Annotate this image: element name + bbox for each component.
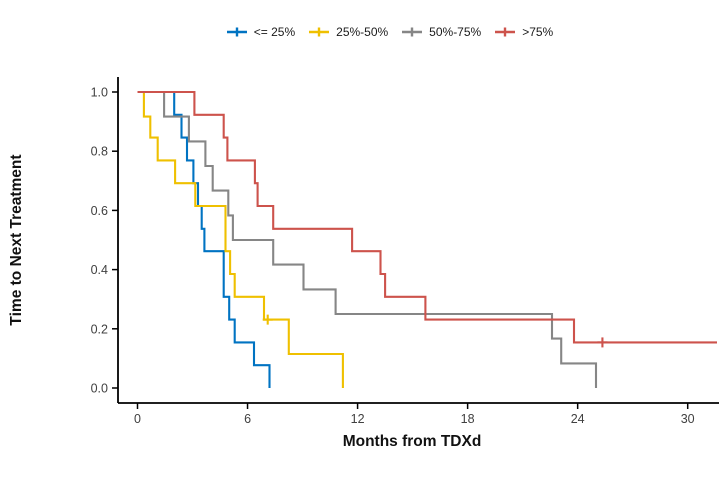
censor-mark-gt75 xyxy=(597,337,608,348)
legend-item-q25-50: 25%-50% xyxy=(308,25,388,39)
x-tick-label: 24 xyxy=(571,412,585,426)
y-tick-label: 1.0 xyxy=(91,86,108,100)
legend-label: <= 25% xyxy=(253,25,296,39)
legend-item-q50-75: 50%-75% xyxy=(401,25,481,39)
x-tick-label: 6 xyxy=(244,412,251,426)
x-axis-title: Months from TDXd xyxy=(343,433,482,450)
legend-plus-key-icon xyxy=(402,27,423,37)
legend: <= 25% 25%-50% 50%-75% >75% xyxy=(27,23,725,41)
x-tick-label: 18 xyxy=(461,412,475,426)
y-tick-label: 0.6 xyxy=(91,204,108,218)
censor-mark-q25-50 xyxy=(262,314,273,325)
axes: 0 6 12 18 24 30 0.0 0.2 0.4 0.6 0.8 1.0 xyxy=(91,77,719,426)
legend-label: >75% xyxy=(522,25,554,39)
y-tick-label: 0.4 xyxy=(91,263,108,277)
survival-curve-le25 xyxy=(137,90,271,388)
x-tick-label: 0 xyxy=(134,412,141,426)
y-tick-label: 0.0 xyxy=(91,382,108,396)
legend-plus-key-icon xyxy=(226,27,247,37)
legend-label: 25%-50% xyxy=(336,25,389,39)
y-tick-label: 0.2 xyxy=(91,322,108,336)
legend-plus-key-icon xyxy=(495,27,516,37)
x-tick-label: 12 xyxy=(351,412,365,426)
survival-curve-q50-75 xyxy=(137,90,598,388)
y-tick-label: 0.8 xyxy=(91,145,108,159)
legend-item-le25: <= 25% xyxy=(226,25,295,39)
y-axis-title: Time to Next Treatment xyxy=(8,154,25,325)
survival-curve-gt75 xyxy=(137,90,717,344)
legend-item-gt75: >75% xyxy=(494,25,553,39)
survival-curves xyxy=(137,90,717,388)
legend-plus-key-icon xyxy=(309,27,330,37)
legend-label: 50%-75% xyxy=(429,25,482,39)
x-tick-label: 30 xyxy=(681,412,695,426)
